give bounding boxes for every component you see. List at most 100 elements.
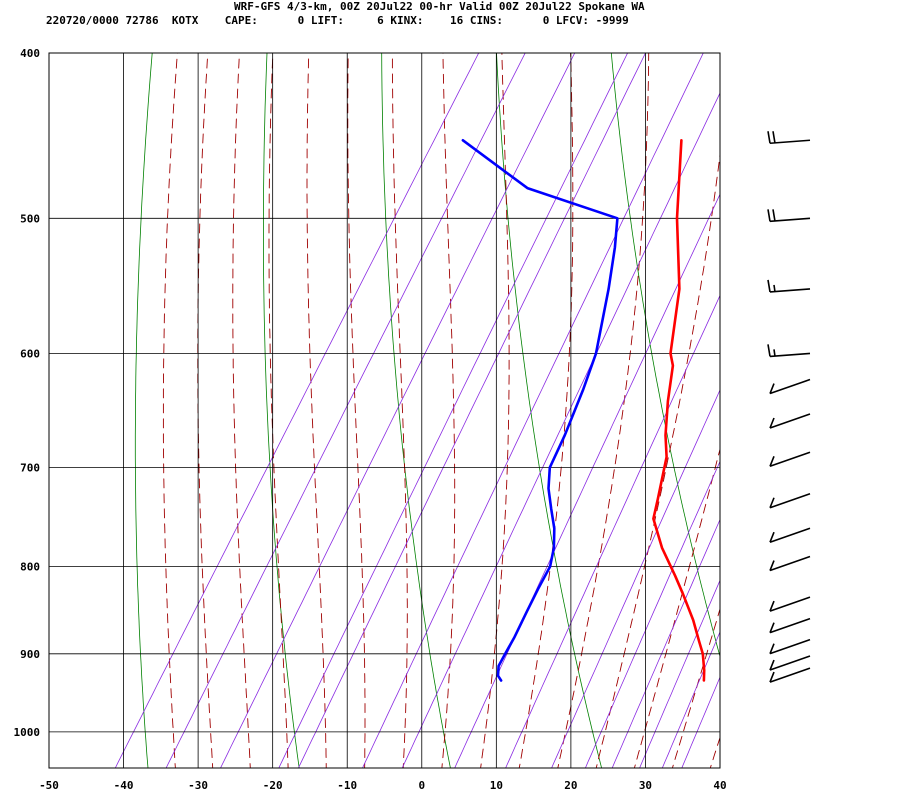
wind-barb-staff (769, 638, 811, 655)
wind-barb-staff (769, 217, 811, 223)
dewpoint-profile (461, 139, 619, 682)
wind-barb-staff (769, 352, 811, 358)
wind-barb (769, 555, 811, 572)
wind-barb-staff (769, 492, 811, 509)
wind-barb (769, 638, 811, 655)
dry-adiabat (134, 53, 153, 768)
y-tick-label: 500 (20, 212, 40, 225)
moist-adiabat (391, 53, 408, 768)
mixing-ratio-line (165, 53, 526, 768)
wind-barb-feather (769, 643, 775, 654)
wind-barb-feather (767, 131, 771, 144)
moist-adiabat (232, 53, 251, 768)
dry-adiabat (610, 53, 720, 658)
wind-barb-feather (769, 417, 775, 429)
moist-adiabat (306, 53, 327, 768)
y-tick-label: 1000 (14, 726, 41, 739)
x-tick-label: -20 (263, 779, 283, 792)
wind-barb-staff (769, 527, 811, 543)
mixing-ratio-line (661, 630, 720, 768)
wind-barb-half-feather (773, 349, 776, 357)
wind-barb (769, 655, 811, 671)
dry-adiabat (721, 15, 900, 800)
wind-barb-staff (769, 617, 811, 634)
temperature-profile (652, 139, 706, 682)
wind-barb-feather (767, 209, 771, 222)
mixing-ratio-line (584, 460, 720, 768)
wind-barb (769, 451, 811, 468)
wind-barb-feather (769, 622, 775, 633)
wind-barb-staff (769, 413, 811, 429)
mixing-ratio-line (639, 579, 720, 768)
wind-barb (769, 378, 811, 395)
wind-barb-feather (769, 383, 775, 394)
y-tick-label: 600 (20, 347, 40, 360)
wind-barb-feather (769, 560, 775, 571)
wind-barb (767, 209, 811, 223)
moist-adiabat (162, 53, 178, 768)
dry-adiabat (381, 53, 451, 768)
mixing-ratio-line (681, 676, 720, 768)
y-tick-label: 700 (20, 462, 40, 475)
wind-barb-staff (769, 555, 811, 572)
x-tick-label: 10 (490, 779, 503, 792)
wind-barb (769, 596, 811, 612)
wind-barb-feather (769, 671, 775, 683)
wind-barb-half-feather (773, 284, 776, 293)
x-tick-label: -40 (114, 779, 134, 792)
wind-barb-staff (769, 655, 811, 671)
moist-adiabat (441, 53, 456, 768)
wind-barb-feather (769, 455, 775, 467)
station-indices-line: 220720/0000 72786 KOTX CAPE: 0 LIFT: 6 K… (46, 14, 629, 27)
x-tick-label: 40 (713, 779, 726, 792)
mixing-ratio-line (505, 294, 720, 768)
mixing-ratio-line (401, 92, 720, 768)
wind-barb (767, 344, 811, 358)
x-tick-label: 30 (639, 779, 652, 792)
dry-adiabat (496, 53, 603, 768)
wind-barb (769, 667, 811, 683)
wind-barb (769, 527, 811, 543)
wind-barb-feather (769, 659, 775, 671)
wind-barb-staff (769, 288, 811, 293)
moist-adiabat (633, 447, 720, 768)
moist-adiabat (557, 53, 650, 768)
wind-barb-feather (769, 497, 775, 509)
x-tick-label: 20 (564, 779, 577, 792)
x-tick-label: -10 (337, 779, 357, 792)
moist-adiabat (709, 735, 720, 768)
wind-barb-staff (769, 378, 811, 395)
mixing-ratio-line (454, 193, 720, 768)
wind-barb-feather (769, 600, 775, 612)
chart-title: WRF-GFS 4/3-km, 00Z 20Jul22 00-hr Valid … (234, 0, 645, 13)
x-tick-label: 0 (418, 779, 425, 792)
wind-barb (769, 617, 811, 634)
wind-barb-feather (767, 344, 771, 357)
mixing-ratio-line (297, 53, 646, 768)
y-tick-label: 900 (20, 648, 40, 661)
wind-barb-staff (769, 596, 811, 612)
mixing-ratio-line (278, 53, 629, 768)
moist-adiabat (268, 53, 289, 768)
wind-barb-staff (769, 139, 811, 145)
wind-barb (767, 131, 811, 145)
wind-barb (769, 492, 811, 509)
x-tick-label: -30 (188, 779, 208, 792)
wind-barb-feather (767, 279, 771, 293)
dry-adiabat (834, 15, 900, 800)
wind-barb-feather (772, 209, 776, 222)
wind-barb (769, 413, 811, 429)
x-tick-label: -50 (39, 779, 59, 792)
moist-adiabat (197, 53, 214, 768)
mixing-ratio-line (611, 518, 720, 768)
wind-barb-staff (769, 451, 811, 468)
wind-barb (767, 279, 811, 293)
mixing-ratio-line (551, 388, 720, 768)
wind-barb-feather (769, 531, 775, 543)
y-tick-label: 400 (20, 47, 40, 60)
wind-barb-feather (772, 131, 776, 144)
moist-adiabat (480, 53, 510, 768)
moist-adiabat (671, 607, 720, 768)
moist-adiabat (518, 53, 574, 768)
